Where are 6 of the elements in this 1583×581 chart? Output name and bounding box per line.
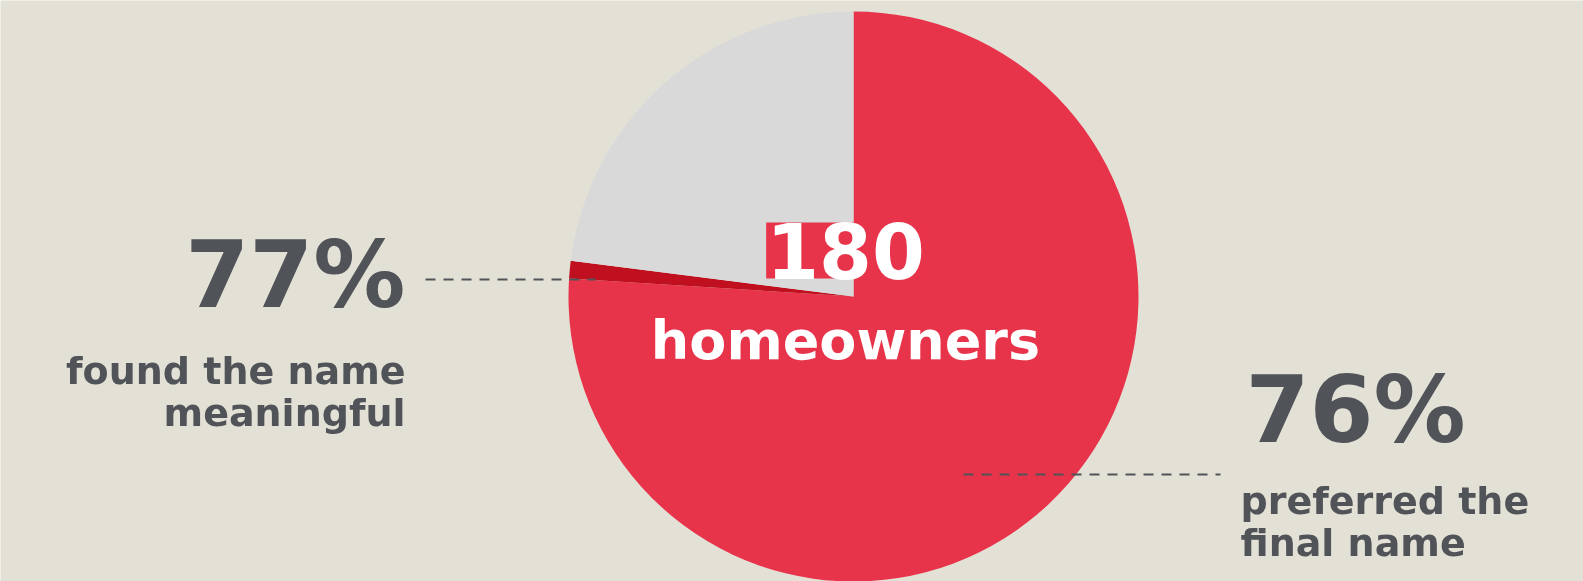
text: 76% (1245, 357, 1466, 464)
text: homeowners (650, 309, 1041, 372)
text: 77% (185, 222, 406, 329)
text: 180 (766, 207, 925, 297)
text: found the name meaningful (66, 348, 406, 435)
text: preferred the final name (1240, 478, 1530, 565)
